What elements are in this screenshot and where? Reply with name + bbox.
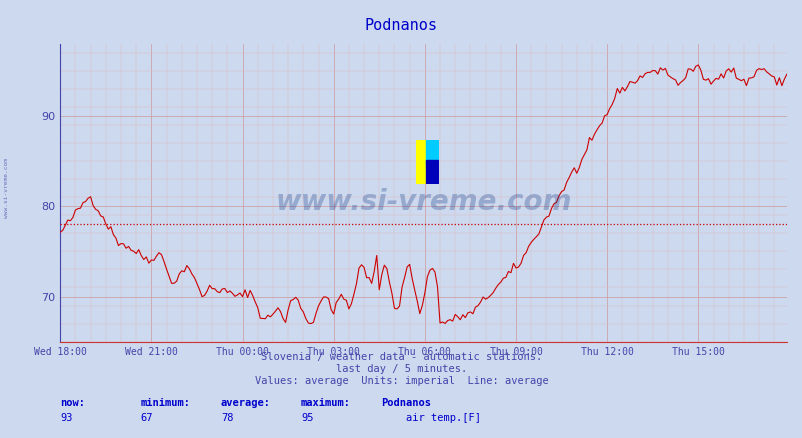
Text: Values: average  Units: imperial  Line: average: Values: average Units: imperial Line: av… (254, 377, 548, 386)
Text: average:: average: (221, 399, 270, 409)
Text: last day / 5 minutes.: last day / 5 minutes. (335, 364, 467, 374)
Text: maximum:: maximum: (301, 399, 350, 409)
Text: 78: 78 (221, 413, 233, 424)
Text: Slovenia / weather data - automatic stations.: Slovenia / weather data - automatic stat… (261, 352, 541, 362)
Polygon shape (415, 140, 428, 184)
Text: 95: 95 (301, 413, 314, 424)
Text: 93: 93 (60, 413, 73, 424)
Text: minimum:: minimum: (140, 399, 190, 409)
Text: now:: now: (60, 399, 85, 409)
Text: 67: 67 (140, 413, 153, 424)
Text: Podnanos: Podnanos (365, 18, 437, 32)
Text: air temp.[F]: air temp.[F] (405, 413, 480, 424)
Text: Podnanos: Podnanos (381, 399, 431, 409)
Text: www.si-vreme.com: www.si-vreme.com (4, 159, 9, 218)
Polygon shape (426, 140, 438, 164)
Polygon shape (426, 160, 438, 184)
Text: www.si-vreme.com: www.si-vreme.com (275, 187, 571, 215)
